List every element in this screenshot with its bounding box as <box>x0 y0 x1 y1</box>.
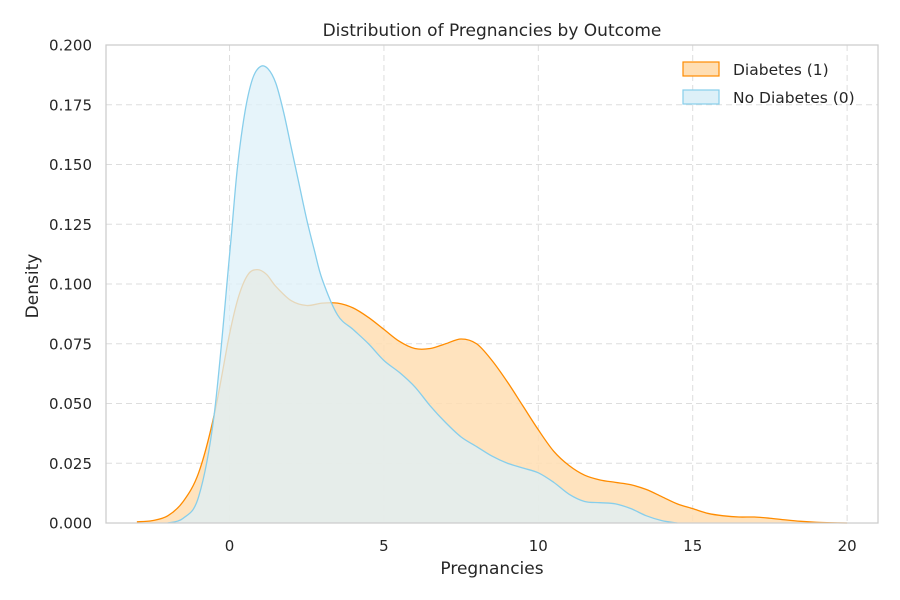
legend: Diabetes (1) No Diabetes (0) <box>682 61 855 107</box>
y-tick-label: 0.200 <box>49 37 92 55</box>
y-tick-label: 0.175 <box>49 96 92 114</box>
y-axis-ticks: 0.000 0.025 0.050 0.075 0.100 0.125 0.150 0.175… <box>49 37 92 533</box>
y-axis-label: Density <box>23 254 43 319</box>
chart-title: Distribution of Pregnancies by Outcome <box>323 21 662 41</box>
legend-swatch <box>682 89 720 105</box>
y-tick-label: 0.000 <box>49 515 92 533</box>
y-tick-label: 0.125 <box>49 216 92 234</box>
y-tick-label: 0.150 <box>49 156 92 174</box>
area-no-diabetes-0 <box>167 65 678 524</box>
legend-swatch <box>682 61 720 77</box>
y-tick-label: 0.050 <box>49 395 92 413</box>
x-tick-label: 5 <box>379 537 389 555</box>
y-tick-label: 0.100 <box>49 276 92 294</box>
y-tick-label: 0.025 <box>49 455 92 473</box>
x-tick-label: 20 <box>838 537 857 555</box>
x-axis-label: Pregnancies <box>440 559 543 579</box>
x-axis-ticks: 0 5 10 15 20 <box>225 537 857 555</box>
y-tick-label: 0.075 <box>49 335 92 353</box>
x-tick-label: 15 <box>683 537 702 555</box>
series-layer <box>136 65 848 524</box>
line-no-diabetes-0 <box>167 65 678 524</box>
legend-label: Diabetes (1) <box>733 61 829 79</box>
x-tick-label: 0 <box>225 537 235 555</box>
plot-frame <box>105 44 879 524</box>
x-tick-label: 10 <box>529 537 548 555</box>
legend-label: No Diabetes (0) <box>733 89 855 107</box>
